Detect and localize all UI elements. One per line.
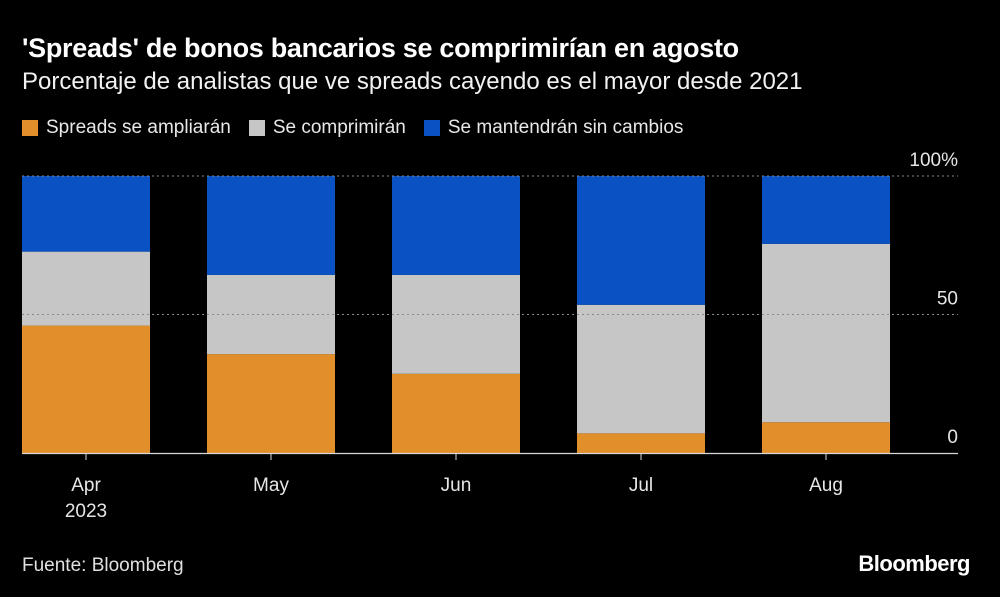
- bar-may-se-mantendran-sin-cambios: [207, 176, 335, 275]
- legend: Spreads se ampliarán Se comprimirán Se m…: [22, 117, 701, 139]
- bar-aug-spreads-se-ampliaran: [762, 422, 890, 453]
- bar-may-se-comprimiran: [207, 274, 335, 355]
- bar-jul-se-comprimiran: [577, 304, 705, 434]
- bloomberg-logo: Bloomberg: [858, 551, 970, 576]
- bar-apr-se-mantendran-sin-cambios: [22, 176, 150, 252]
- bar-jun-se-mantendran-sin-cambios: [392, 176, 520, 275]
- x-tick-label-may: May: [253, 475, 289, 496]
- legend-swatch-ampliaran: [22, 120, 38, 136]
- legend-item-sin-cambios: Se mantendrán sin cambios: [423, 117, 684, 139]
- y-tick-label-100: 100%: [909, 150, 958, 171]
- x-tick-sublabel-apr: 2023: [65, 501, 107, 522]
- x-tick-label-aug: Aug: [809, 475, 843, 496]
- legend-swatch-comprimiran: [248, 120, 265, 136]
- source-note: Fuente: Bloomberg: [22, 555, 184, 576]
- bar-aug-se-mantendran-sin-cambios: [762, 176, 890, 244]
- bar-aug-se-comprimiran: [762, 243, 890, 423]
- y-tick-label-50: 50: [937, 289, 958, 310]
- legend-swatch-sin-cambios: [423, 120, 440, 136]
- bar-jun-se-comprimiran: [392, 274, 520, 374]
- chart-title: 'Spreads' de bonos bancarios se comprimi…: [22, 33, 739, 63]
- y-tick-label-0: 0: [947, 427, 958, 448]
- legend-label-ampliaran: Spreads se ampliarán: [46, 117, 231, 138]
- bar-may-spreads-se-ampliaran: [207, 354, 335, 453]
- x-tick-label-jul: Jul: [629, 475, 653, 496]
- x-tick-label-jun: Jun: [441, 475, 472, 496]
- legend-label-sin-cambios: Se mantendrán sin cambios: [447, 117, 684, 138]
- bar-jul-spreads-se-ampliaran: [577, 433, 705, 453]
- bar-apr-se-comprimiran: [22, 251, 150, 326]
- legend-label-comprimiran: Se comprimirán: [272, 117, 406, 138]
- bar-jul-se-mantendran-sin-cambios: [577, 176, 705, 305]
- bar-jun-spreads-se-ampliaran: [392, 373, 520, 453]
- chart-subtitle: Porcentaje de analistas que ve spreads c…: [22, 68, 803, 95]
- legend-item-comprimiran: Se comprimirán: [248, 117, 406, 139]
- legend-item-ampliaran: Spreads se ampliarán: [22, 117, 231, 139]
- bar-apr-spreads-se-ampliaran: [22, 325, 150, 453]
- x-tick-label-apr: Apr: [71, 475, 101, 496]
